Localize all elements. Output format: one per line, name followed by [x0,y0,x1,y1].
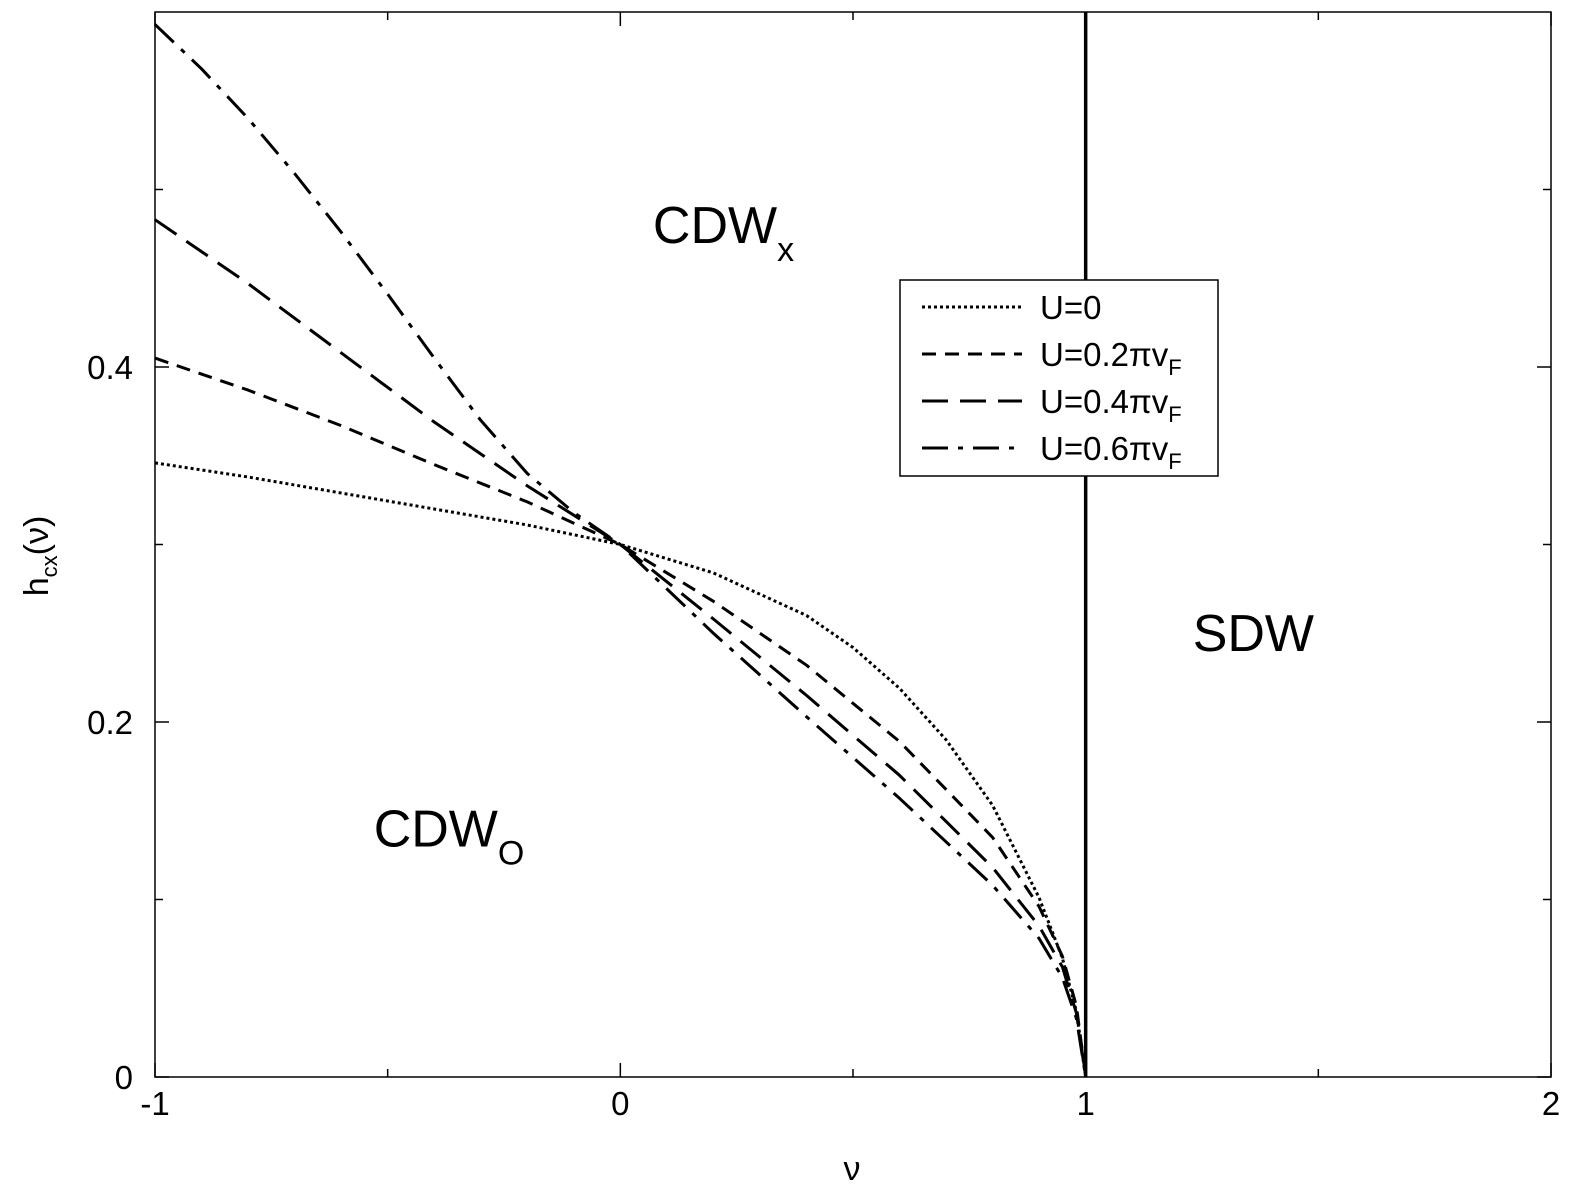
y-tick-label: 0.2 [87,704,133,741]
x-tick-label: 1 [1076,1085,1094,1122]
legend-label-main: U=0.2πv [1040,336,1169,373]
legend-label-3: U=0.4πvF [1040,383,1182,427]
region-label-1: CDWx [653,197,794,269]
axis-ticks [154,12,1552,1078]
legend-label-1: U=0 [1040,289,1101,326]
x-tick-label: 2 [1542,1085,1560,1122]
y-axis-label: hcx(ν) [18,516,62,597]
y-tick-label: 0 [115,1059,133,1096]
series-lines [153,23,1088,1078]
region-label-main: SDW [1193,605,1314,663]
region-label-3: SDW [1193,605,1314,663]
region-label-sub: x [777,231,794,269]
legend-box [899,279,1219,477]
region-label-2: CDWO [374,800,525,872]
region-label-sub: O [498,834,524,872]
axis-tick-labels: -1 0 1 200.20.4 [87,349,1560,1122]
x-axis-label: ν [844,1150,861,1188]
series-line-1 [154,461,1088,1078]
plot-frame [154,11,1552,1078]
legend-label-sub: F [1168,402,1181,427]
legend-label-2: U=0.2πvF [1040,336,1182,380]
legend-label-main: U=0.6πv [1040,430,1169,467]
x-tick-label: 0 [611,1085,629,1122]
region-label-main: CDW [374,800,498,858]
legend-label-sub: F [1168,355,1181,380]
region-label-main: CDW [653,197,777,255]
legend-label-main: U=0.4πv [1040,383,1169,420]
legend-label-main: U=0 [1040,289,1101,326]
legend-label-sub: F [1168,449,1181,474]
y-axis-label-sub: cx [37,555,62,577]
legend-label-4: U=0.6πvF [1040,430,1182,474]
series-line-3 [154,218,1088,1078]
y-axis-label-base: h [18,577,56,596]
x-tick-label: -1 [140,1085,169,1122]
y-axis-label-tail: (ν) [18,516,56,556]
y-tick-label: 0.4 [87,349,133,386]
series-line-2 [154,356,1088,1078]
series-line-4 [153,23,1088,1078]
plot-border [154,11,1552,1078]
